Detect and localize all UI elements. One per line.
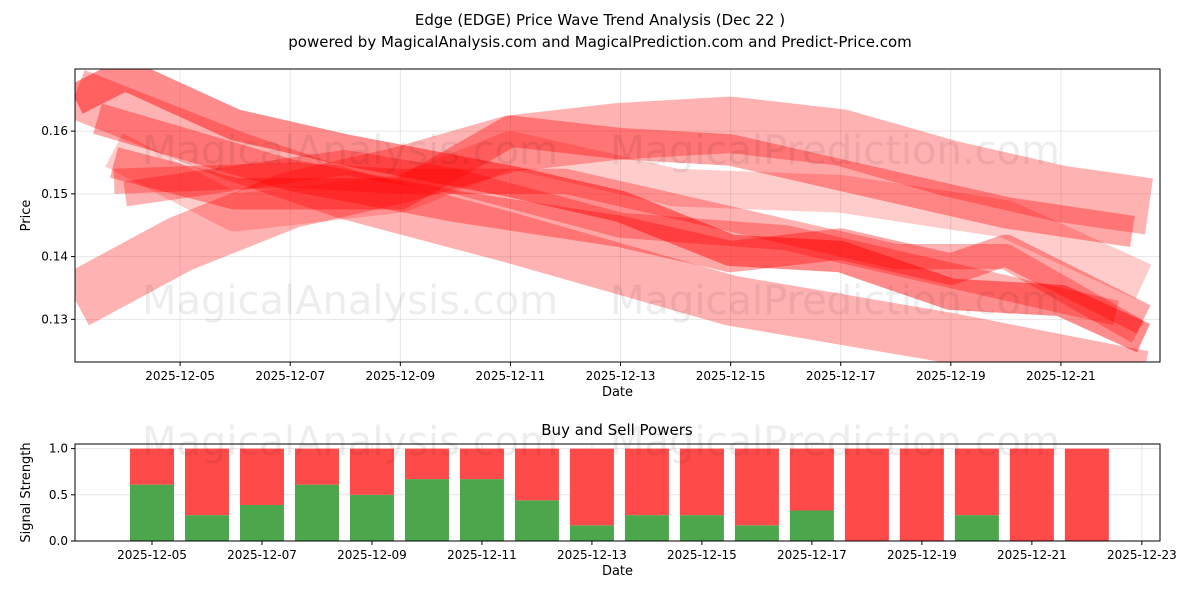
sell-bar <box>954 448 999 516</box>
y-axis-label: Price <box>19 200 34 232</box>
wave-band-wave-3 <box>110 115 1135 248</box>
x-tick-label: 2025-12-17 <box>777 548 847 562</box>
wave-band-wave-2 <box>75 96 1153 326</box>
buy-bar <box>624 515 669 541</box>
x-tick-label: 2025-12-07 <box>255 369 325 383</box>
x-tick-label: 2025-12-13 <box>586 369 656 383</box>
buy-bar <box>294 484 339 541</box>
wave-band-wave-8 <box>93 103 1151 334</box>
buy-sell-plot: 2025-12-05 2025-12-07 2025-12-09 2025-12-11… <box>19 419 1177 579</box>
y-tick-label: 0.5 <box>49 488 68 502</box>
watermark: MagicalPrediction.com <box>610 128 1060 174</box>
y-tick-label: 0.15 <box>41 187 68 201</box>
wave-band-wave-7 <box>105 131 1152 299</box>
bottom-plot-title: Buy and Sell Powers <box>541 421 693 439</box>
buy-bar <box>349 494 394 541</box>
buy-bar <box>184 515 229 541</box>
x-tick-label: 2025-12-23 <box>1107 548 1177 562</box>
sell-bar <box>514 448 559 501</box>
sell-bar <box>404 448 449 480</box>
buy-bar <box>734 525 779 541</box>
x-tick-label: 2025-12-11 <box>476 369 546 383</box>
sell-bar <box>679 448 724 516</box>
watermark: MagicalPrediction.com <box>610 278 1060 324</box>
x-tick-label: 2025-12-11 <box>447 548 517 562</box>
y-tick-label: 1.0 <box>49 442 68 456</box>
buy-bar <box>679 515 724 541</box>
x-tick-label: 2025-12-09 <box>365 369 435 383</box>
x-tick-label: 2025-12-15 <box>696 369 766 383</box>
wave-band-wave-4 <box>113 162 1145 343</box>
sell-bar <box>239 448 284 505</box>
chart-subtitle: powered by MagicalAnalysis.com and Magic… <box>288 33 912 51</box>
buy-bar <box>954 515 999 541</box>
sell-bar <box>129 448 174 485</box>
y-tick-label: 0.16 <box>41 124 68 138</box>
x-tick-label: 2025-12-17 <box>806 369 876 383</box>
sell-bar <box>294 448 339 485</box>
x-tick-label: 2025-12-19 <box>887 548 957 562</box>
y-tick-label: 0.13 <box>41 312 68 326</box>
x-axis-label: Date <box>602 564 633 579</box>
buy-bar <box>459 479 504 541</box>
watermark: MagicalAnalysis.com <box>142 278 558 324</box>
x-tick-label: 2025-12-13 <box>557 548 627 562</box>
x-axis-label: Date <box>602 385 633 400</box>
sell-bar <box>1064 448 1109 541</box>
buy-bar <box>239 504 284 541</box>
x-tick-label: 2025-12-15 <box>667 548 737 562</box>
y-tick-label: 0.0 <box>49 534 68 548</box>
sell-bar <box>899 448 944 541</box>
sell-bar <box>569 448 614 526</box>
x-tick-label: 2025-12-05 <box>145 369 215 383</box>
plot-frame <box>74 68 1161 363</box>
wave-band-wave-6 <box>123 149 1119 326</box>
buy-bar <box>404 479 449 541</box>
sell-bar <box>349 448 394 495</box>
sell-bar <box>734 448 779 526</box>
sell-bar <box>789 448 834 511</box>
x-tick-label: 2025-12-05 <box>117 548 187 562</box>
buy-bar <box>514 500 559 541</box>
buy-bar <box>789 510 834 541</box>
watermark: MagicalAnalysis.com <box>142 128 558 174</box>
sell-bar <box>1009 448 1054 541</box>
wave-band-wave-5 <box>75 70 1149 362</box>
sell-bar <box>844 448 889 541</box>
wave-bands <box>75 69 1153 362</box>
sell-bar <box>624 448 669 516</box>
y-axis-label: Signal Strength <box>19 442 34 542</box>
x-tick-label: 2025-12-21 <box>997 548 1067 562</box>
price-wave-plot: 2025-12-05 2025-12-07 2025-12-09 2025-12-11… <box>19 68 1161 400</box>
x-tick-label: 2025-12-07 <box>227 548 297 562</box>
chart-title: Edge (EDGE) Price Wave Trend Analysis (D… <box>415 11 785 29</box>
buy-bar <box>569 525 614 541</box>
watermark: MagicalPrediction.com <box>610 419 1060 465</box>
x-tick-label: 2025-12-09 <box>337 548 407 562</box>
buy-bar <box>129 484 174 541</box>
x-tick-label: 2025-12-21 <box>1026 369 1096 383</box>
wave-band-wave-1 <box>75 69 1150 353</box>
sell-bar <box>459 448 504 480</box>
y-tick-label: 0.14 <box>41 250 68 264</box>
sell-bar <box>184 448 229 516</box>
watermark: MagicalAnalysis.com <box>142 419 558 465</box>
plot-frame <box>74 443 1161 542</box>
x-tick-label: 2025-12-19 <box>916 369 986 383</box>
